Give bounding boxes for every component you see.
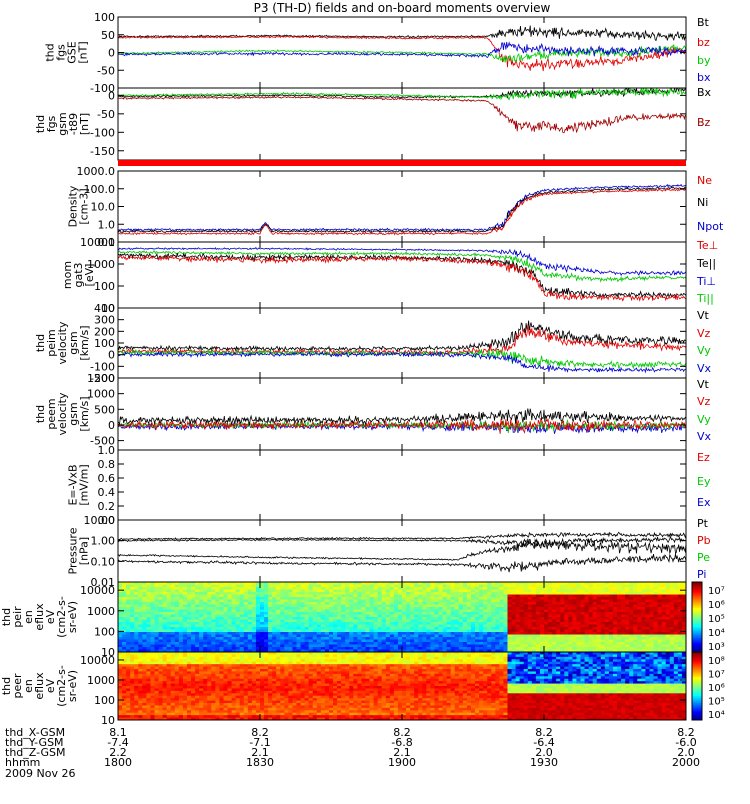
spectrogram — [118, 582, 686, 652]
y-tick-label: 1000 — [87, 388, 115, 401]
y-tick-label: 0.8 — [98, 458, 116, 471]
legend-vt: Vt — [697, 309, 710, 322]
y-tick-label: 1000 — [87, 605, 115, 618]
legend-ti: Ti|| — [696, 292, 714, 305]
y-tick-label: 10000 — [80, 654, 115, 667]
y-tick-label: -50 — [97, 108, 115, 121]
colorbar-tick: 10⁷ — [708, 586, 725, 597]
legend-vx: Vx — [697, 362, 712, 375]
y-axis-label: [nT] — [78, 113, 91, 135]
colorbar-tick: 10³ — [708, 642, 725, 653]
date-label: 2009 Nov 26 — [5, 767, 75, 780]
legend-te: Te⊥ — [696, 239, 718, 252]
legend-bz: bz — [697, 36, 710, 49]
orbit-value: 1930 — [530, 756, 558, 769]
legend-ne: Ne — [697, 174, 712, 187]
colorbar-tick: 10⁵ — [708, 614, 725, 625]
y-axis-label: [nPa] — [78, 537, 91, 565]
legend-bx: Bx — [697, 86, 712, 99]
y-axis-label: sr-eV) — [66, 601, 79, 633]
y-tick-label: 500 — [94, 403, 115, 416]
legend-ey: Ey — [697, 475, 711, 488]
legend-vz: Vz — [697, 327, 711, 340]
colorbar-tick: 10⁸ — [708, 656, 725, 667]
legend-pi: Pi — [697, 568, 706, 581]
y-tick-label: 10000 — [80, 236, 115, 249]
legend-vt: Vt — [697, 378, 710, 391]
legend-vz: Vz — [697, 395, 711, 408]
colorbar: 10⁷ 10⁶ 10⁵ 10⁴ 10³ — [692, 582, 725, 653]
y-tick-label: 1.0 — [98, 218, 116, 231]
colorbar-tick: 10⁵ — [708, 697, 725, 708]
y-tick-label: 100 — [94, 694, 115, 707]
legend-ti: Ti⊥ — [696, 275, 716, 288]
y-axis-label: [nT] — [77, 41, 90, 63]
orbit-value: 2000 — [672, 756, 700, 769]
legend-pt: Pt — [697, 517, 709, 530]
y-tick-label: -100 — [90, 126, 115, 139]
colorbar-tick: 10⁶ — [708, 683, 725, 694]
orbit-value: 1800 — [104, 756, 132, 769]
legend-pb: Pb — [697, 534, 711, 547]
colorbar-tick: 10⁴ — [708, 710, 725, 721]
colorbar-tick: 10⁷ — [708, 670, 725, 681]
legend-vy: Vy — [697, 413, 711, 426]
legend-vy: Vy — [697, 344, 711, 357]
y-axis-label: [mV/m] — [78, 464, 91, 505]
y-axis-label: [cm-3] — [78, 188, 91, 224]
legend-bz: Bz — [697, 116, 711, 129]
y-tick-label: -150 — [90, 145, 115, 158]
colorbar-tick: 10⁶ — [708, 600, 725, 611]
y-tick-label: 0.10 — [91, 555, 116, 568]
legend-bt: Bt — [697, 16, 710, 29]
y-axis-label: [km/s] — [78, 396, 91, 431]
y-tick-label: 10.0 — [91, 201, 116, 214]
y-axis-label: sr-eV) — [66, 670, 79, 702]
y-tick-label: 0 — [108, 419, 115, 432]
y-tick-label: 100 — [94, 625, 115, 638]
legend-ez: Ez — [697, 451, 710, 464]
y-tick-label: 100 — [94, 280, 115, 293]
y-tick-label: 100 — [94, 11, 115, 24]
spectrogram — [118, 652, 686, 720]
colorbar: 10⁸ 10⁷ 10⁶ 10⁵ 10⁴ — [692, 652, 725, 721]
mode-bar — [118, 160, 686, 166]
legend-npot: Npot — [697, 220, 724, 233]
legend-ni: Ni — [697, 196, 708, 209]
legend-te: Te|| — [696, 257, 716, 270]
y-tick-label: 0.2 — [98, 500, 116, 513]
orbit-value: 1900 — [388, 756, 416, 769]
y-tick-label: 1000 — [87, 674, 115, 687]
y-tick-label: 0 — [108, 47, 115, 60]
orbit-value: 1830 — [246, 756, 274, 769]
plot-title: P3 (TH-D) fields and on-board moments ov… — [254, 1, 551, 15]
legend-bx: bx — [697, 71, 711, 84]
y-tick-label: 0.6 — [98, 472, 116, 485]
y-tick-label: 50 — [101, 29, 115, 42]
y-axis-label: [eV] — [83, 264, 96, 287]
y-tick-label: 1.0 — [98, 444, 116, 457]
y-tick-label: 1.00 — [91, 535, 116, 548]
legend-vx: Vx — [697, 430, 712, 443]
y-tick-label: 0.4 — [98, 486, 116, 499]
y-tick-label: 10.00 — [84, 514, 116, 527]
y-axis-label: [km/s] — [78, 325, 91, 360]
y-tick-label: 1000.0 — [77, 165, 116, 178]
y-tick-label: 1500 — [87, 372, 115, 385]
legend-ex: Ex — [697, 496, 711, 509]
y-tick-label: -50 — [97, 64, 115, 77]
legend-pe: Pe — [697, 551, 710, 564]
colorbar-tick: 10⁴ — [708, 628, 725, 639]
legend-by: by — [697, 54, 711, 67]
y-tick-label: 0 — [108, 89, 115, 102]
y-tick-label: 10000 — [80, 584, 115, 597]
